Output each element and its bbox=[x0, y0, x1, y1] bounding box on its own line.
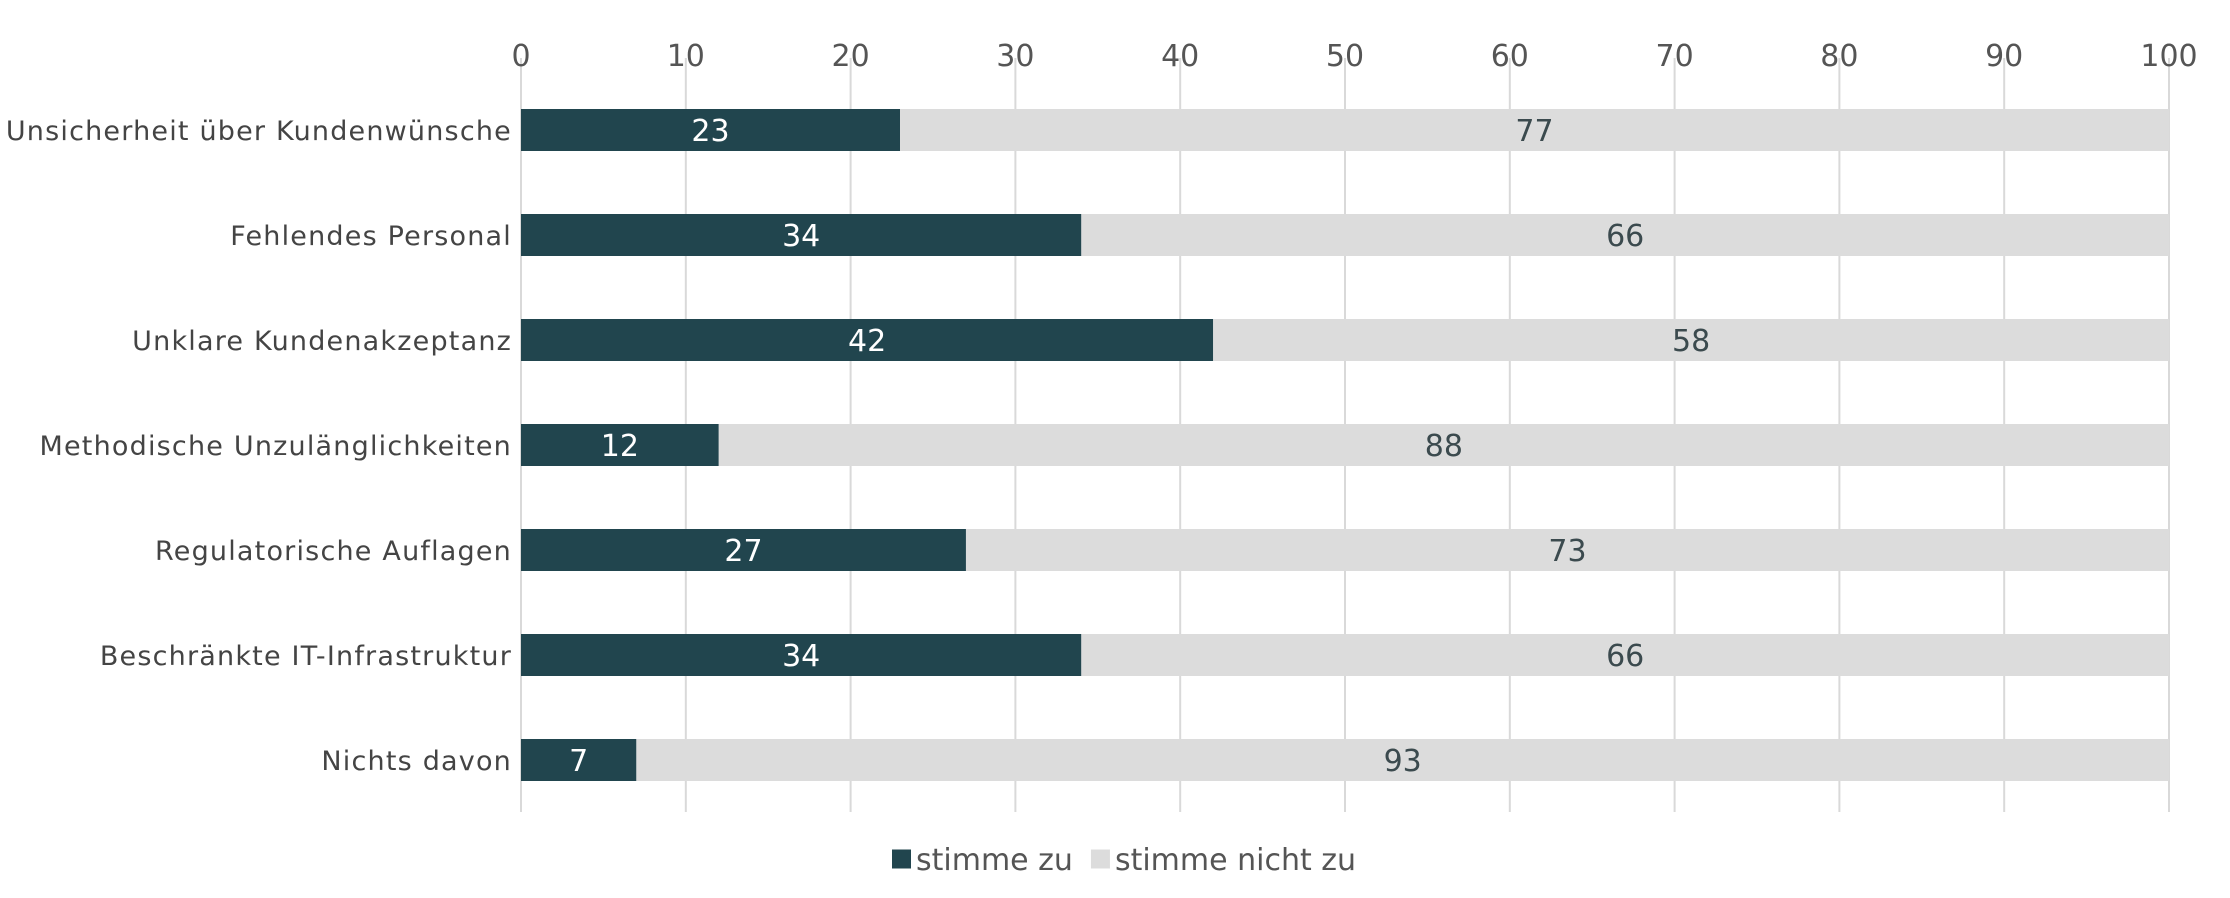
bar-value-label: 66 bbox=[1606, 639, 1644, 674]
bar-value-label: 12 bbox=[601, 429, 639, 464]
bar-segment bbox=[521, 529, 966, 571]
bar-value-label: 73 bbox=[1548, 534, 1586, 569]
bar-value-label: 7 bbox=[569, 744, 588, 779]
bar-value-label: 93 bbox=[1384, 744, 1422, 779]
x-tick-label: 70 bbox=[1656, 39, 1694, 74]
bar-segment bbox=[521, 109, 901, 151]
category-labels: Unsicherheit über Kundenwünsche Fehlendes… bbox=[6, 116, 513, 777]
bar-value-label: 58 bbox=[1672, 324, 1710, 359]
category-label: Nichts davon bbox=[321, 746, 512, 777]
bar-value-label: 77 bbox=[1515, 114, 1553, 149]
x-axis-ticks: 0 10 20 30 40 50 60 70 80 90 100 bbox=[511, 39, 2197, 74]
x-tick-label: 0 bbox=[511, 39, 530, 74]
category-label: Beschränkte IT-Infrastruktur bbox=[100, 641, 512, 672]
bar-segment bbox=[1213, 319, 2169, 361]
x-tick-label: 30 bbox=[996, 39, 1034, 74]
bar-segment bbox=[521, 424, 719, 466]
bar-value-label: 34 bbox=[782, 219, 820, 254]
legend-swatch bbox=[892, 849, 911, 869]
bar-value-label: 42 bbox=[848, 324, 886, 359]
bar-value-label: 23 bbox=[691, 114, 729, 149]
legend: stimme zu stimme nicht zu bbox=[892, 843, 1356, 878]
bar-segment bbox=[718, 424, 2169, 466]
x-tick-label: 40 bbox=[1161, 39, 1199, 74]
category-label: Regulatorische Auflagen bbox=[155, 536, 512, 567]
legend-label: stimme nicht zu bbox=[1115, 843, 1356, 878]
bar-segment bbox=[1081, 634, 2169, 676]
x-tick-label: 100 bbox=[2140, 39, 2197, 74]
x-tick-label: 90 bbox=[1985, 39, 2023, 74]
bar-value-label: 27 bbox=[724, 534, 762, 569]
bar-value-label: 66 bbox=[1606, 219, 1644, 254]
category-label: Unklare Kundenakzeptanz bbox=[132, 326, 512, 357]
legend-label: stimme zu bbox=[916, 843, 1073, 878]
x-tick-label: 20 bbox=[832, 39, 870, 74]
category-label: Unsicherheit über Kundenwünsche bbox=[6, 116, 512, 147]
bar-segment bbox=[900, 109, 2169, 151]
category-label: Fehlendes Personal bbox=[230, 221, 512, 252]
bars: 23 77 34 66 42 58 12 88 27 73 34 66 7 93 bbox=[521, 109, 2170, 781]
bar-segment bbox=[1081, 214, 2169, 256]
bar-segment bbox=[965, 529, 2170, 571]
x-tick-label: 80 bbox=[1820, 39, 1858, 74]
x-tick-label: 10 bbox=[667, 39, 705, 74]
category-label: Methodische Unzulänglichkeiten bbox=[40, 431, 513, 462]
legend-swatch bbox=[1090, 849, 1110, 869]
x-tick-label: 50 bbox=[1326, 39, 1364, 74]
bar-segment bbox=[521, 214, 1082, 256]
bar-segment bbox=[521, 739, 637, 781]
bar-value-label: 34 bbox=[782, 639, 820, 674]
bar-segment bbox=[521, 634, 1082, 676]
x-tick-label: 60 bbox=[1491, 39, 1529, 74]
bar-value-label: 88 bbox=[1425, 429, 1463, 464]
bar-segment bbox=[636, 739, 2169, 781]
bar-segment bbox=[521, 319, 1214, 361]
